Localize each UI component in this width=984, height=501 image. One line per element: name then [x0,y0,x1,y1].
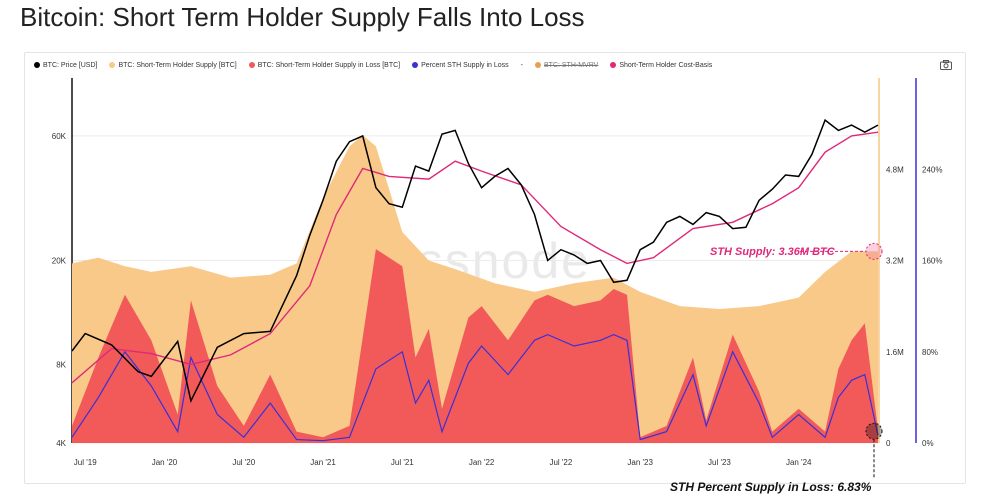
x-tick: Jul '21 [391,458,414,467]
x-tick: Jul '23 [708,458,731,467]
legend-item-3[interactable]: Percent STH Supply in Loss [412,62,509,69]
y-tick-supply: 4.8M [886,165,904,174]
legend-label: BTC: STH-MVRV [544,61,599,69]
x-tick: Jan '24 [786,458,812,467]
legend-item-1[interactable]: BTC: Short-Term Holder Supply [BTC] [109,61,237,69]
y-tick-percent: 160% [922,257,942,266]
series-percent-in-loss [71,333,879,442]
chart-legend: BTC: Price [USD] BTC: Short-Term Holder S… [34,59,712,71]
legend-item-2[interactable]: BTC: Short-Term Holder Supply in Loss [B… [248,61,401,69]
y-tick-percent: 240% [922,165,942,174]
y-tick-supply: 1.6M [886,348,904,357]
x-tick: Jul '19 [74,458,97,467]
legend-dot-icon [535,62,541,68]
legend-label: Short-Term Holder Cost-Basis [619,61,713,69]
legend-dot-icon [34,62,40,68]
legend-label: BTC: Price [USD] [43,61,98,69]
x-tick: Jul '20 [232,458,255,467]
legend-label: - [520,61,523,69]
series-price [71,118,879,404]
legend-label: BTC: Short-Term Holder Supply [BTC] [118,61,237,69]
y-tick-supply: 3.2M [886,257,904,266]
legend-dot-icon [610,62,617,68]
legend-dot-icon [109,62,116,68]
series-sth-supply [72,135,878,443]
legend-label: Percent STH Supply in Loss [421,61,509,69]
y-tick-percent: 0% [922,439,934,448]
legend-item-6[interactable]: Short-Term Holder Cost-Basis [610,62,712,69]
x-tick: Jan '21 [310,458,336,467]
page-title: Bitcoin: Short Term Holder Supply Falls … [20,2,585,32]
legend-item-0[interactable]: BTC: Price [USD] [34,62,97,69]
y-tick-left: 60K [52,132,67,141]
x-tick: Jan '22 [469,458,495,467]
series-sth-supply-in-loss [72,249,878,443]
series-cost-basis [71,131,879,384]
legend-item-5[interactable]: BTC: STH-MVRV [535,62,598,69]
y-tick-left: 4K [56,439,66,448]
y-tick-left: 8K [56,360,66,369]
x-tick: Jul '22 [549,458,572,467]
sth-loss-annotation: STH Percent Supply in Loss: 6.83% [670,480,872,494]
loss-marker [865,422,883,440]
y-tick-percent: 80% [922,348,938,357]
legend-label: BTC: Short-Term Holder Supply in Loss [B… [257,61,401,69]
x-tick: Jan '20 [152,458,178,467]
legend-item-4[interactable]: - [521,62,523,69]
x-tick: Jan '23 [627,458,653,467]
sth-supply-annotation: STH Supply: 3.36M BTC [710,246,835,258]
legend-dot-icon [412,62,419,68]
y-tick-left: 20K [52,257,67,266]
legend-dot-icon [248,62,255,68]
supply-marker [865,242,883,260]
camera-icon[interactable] [940,60,952,70]
y-tick-supply: 0 [886,439,891,448]
